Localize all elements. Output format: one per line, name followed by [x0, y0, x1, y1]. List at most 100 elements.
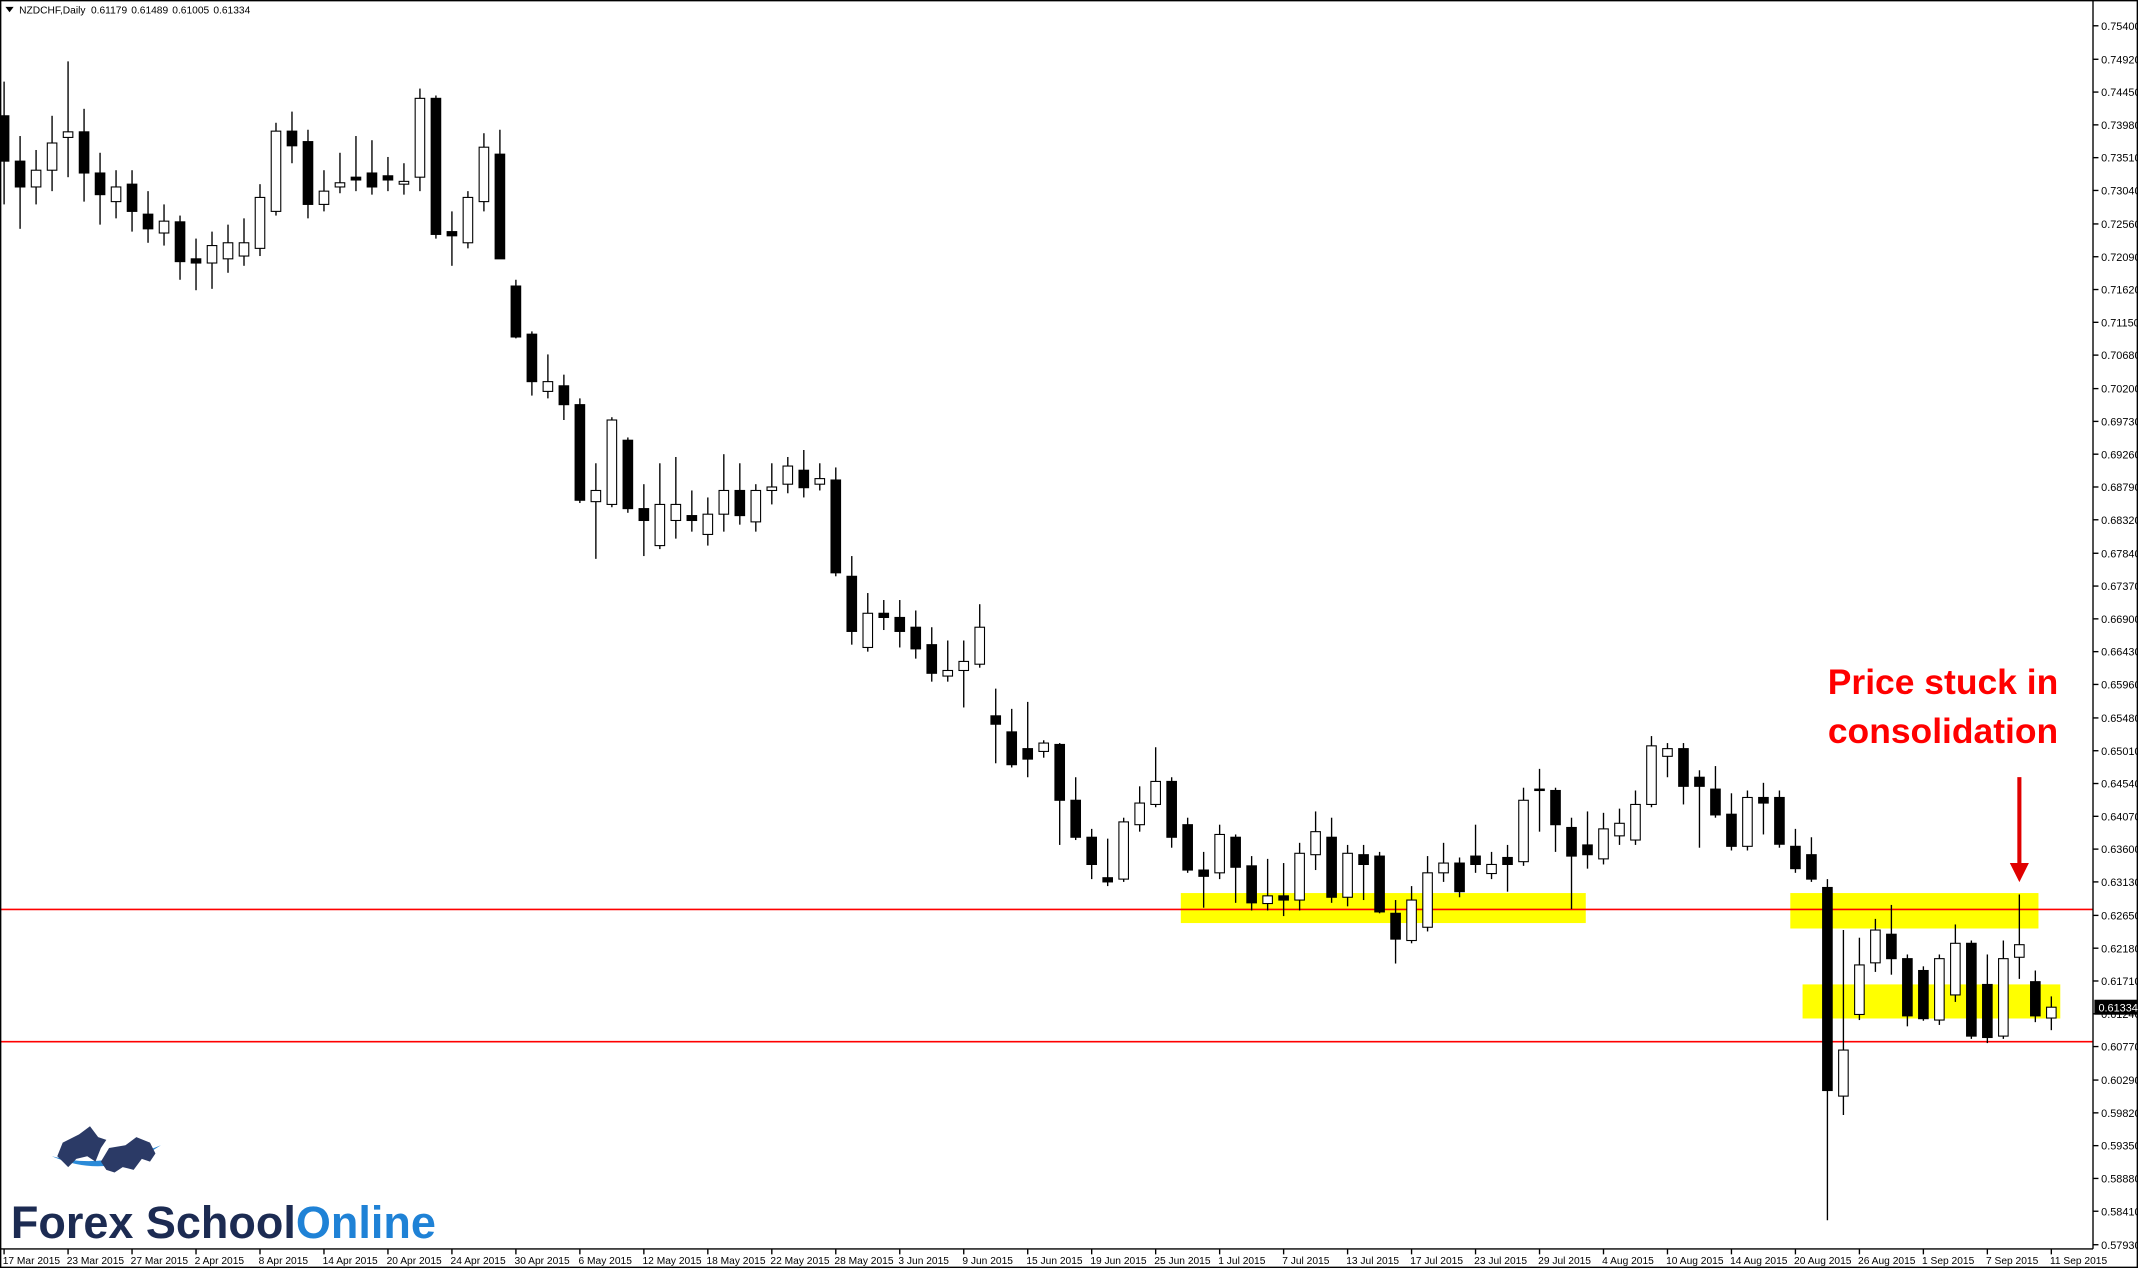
- candle-body: [1150, 780, 1161, 806]
- candle-body: [1310, 831, 1321, 856]
- candle-body: [174, 221, 186, 263]
- y-tick-label: 0.69260: [2101, 449, 2138, 461]
- candle-body: [462, 196, 474, 244]
- x-tick-label: 14 Apr 2015: [323, 1256, 378, 1267]
- candle-body: [638, 508, 650, 522]
- candle-body: [510, 285, 522, 338]
- candle-body: [606, 419, 618, 505]
- candle-body: [1502, 856, 1513, 866]
- candle-body: [1358, 854, 1369, 866]
- candle-body: [254, 196, 266, 249]
- y-tick-label: 0.65010: [2101, 746, 2138, 758]
- candles: [0, 61, 2057, 1221]
- candle-body: [558, 385, 570, 406]
- candle-body: [46, 142, 58, 171]
- candle-body: [1918, 969, 1929, 1020]
- candle-body: [1966, 942, 1977, 1037]
- candle-body: [750, 489, 762, 523]
- x-tick-label: 7 Jul 2015: [1282, 1256, 1329, 1267]
- x-tick-label: 26 Aug 2015: [1858, 1256, 1916, 1267]
- candle-body: [494, 153, 506, 260]
- candle-body: [1694, 776, 1705, 787]
- candle-body: [1326, 836, 1337, 898]
- candle-body: [430, 97, 442, 235]
- candle-body: [782, 465, 794, 485]
- candle-body: [654, 503, 666, 547]
- candle-body: [1006, 731, 1018, 766]
- y-tick-label: 0.68320: [2101, 515, 2138, 527]
- y-tick-label: 0.74450: [2101, 87, 2138, 99]
- y-tick-label: 0.69730: [2101, 416, 2138, 428]
- x-tick-label: 24 Apr 2015: [451, 1256, 506, 1267]
- candle-body: [1598, 828, 1609, 860]
- candle-body: [334, 182, 346, 188]
- candle-body: [478, 146, 490, 203]
- candle-body: [1822, 886, 1833, 1092]
- y-tick-label: 0.58410: [2101, 1206, 2138, 1218]
- candle-body: [1086, 836, 1098, 866]
- x-tick-label: 17 Mar 2015: [3, 1256, 61, 1267]
- x-tick-label: 27 Mar 2015: [131, 1256, 189, 1267]
- candle-body: [1950, 942, 1961, 996]
- candle-body: [878, 612, 890, 619]
- logo-part: Forex School: [11, 1197, 296, 1248]
- candle-body: [110, 186, 122, 203]
- x-tick-label: 18 May 2015: [706, 1256, 765, 1267]
- y-tick-label: 0.63130: [2101, 877, 2138, 889]
- y-tick-label: 0.59820: [2101, 1108, 2138, 1120]
- candle-body: [1838, 1049, 1849, 1097]
- candle-body: [1454, 862, 1465, 893]
- candle-body: [62, 131, 74, 138]
- y-tick-label: 0.60290: [2101, 1075, 2138, 1087]
- highlight-zone: [1802, 984, 2061, 1019]
- close-value: 0.61334: [213, 6, 250, 17]
- candle-body: [1070, 799, 1082, 838]
- candle-body: [1038, 742, 1050, 752]
- logo-icon: [51, 1126, 161, 1173]
- candle-body: [862, 612, 874, 649]
- x-tick-label: 7 Sep 2015: [1986, 1256, 2039, 1267]
- candle-body: [830, 479, 842, 574]
- candle-body: [1374, 855, 1385, 913]
- candle-body: [2046, 1006, 2057, 1019]
- candle-body: [798, 469, 810, 489]
- candle-body: [766, 486, 778, 492]
- y-tick-label: 0.61240: [2101, 1009, 2138, 1021]
- candle-body: [382, 175, 394, 181]
- logo-swoosh: [51, 1145, 161, 1167]
- candle-body: [190, 258, 202, 264]
- candle-body: [1022, 748, 1034, 760]
- candle-body: [94, 172, 106, 196]
- x-tick-label: 6 May 2015: [579, 1256, 633, 1267]
- candle-body: [366, 172, 378, 188]
- candle-body: [1870, 929, 1881, 964]
- candle-body: [1198, 869, 1209, 877]
- candle-body: [686, 515, 698, 522]
- candle-body: [2030, 981, 2041, 1017]
- x-tick-label: 30 Apr 2015: [515, 1256, 570, 1267]
- candle-body: [670, 503, 682, 522]
- candle-body: [1390, 912, 1401, 940]
- candle-body: [1470, 855, 1481, 866]
- header: NZDCHF,Daily 0.61179 0.61489 0.61005 0.61334: [19, 6, 251, 17]
- y-tick-label: 0.60770: [2101, 1042, 2138, 1054]
- candle-body: [350, 176, 362, 181]
- x-tick-label: 15 Jun 2015: [1026, 1256, 1083, 1267]
- arrow-head: [2009, 863, 2029, 883]
- x-tick-label: 20 Aug 2015: [1794, 1256, 1852, 1267]
- y-tick-label: 0.70200: [2101, 384, 2138, 396]
- x-tick-label: 14 Aug 2015: [1730, 1256, 1788, 1267]
- x-tick-label: 29 Jul 2015: [1538, 1256, 1591, 1267]
- y-tick-label: 0.62650: [2101, 910, 2138, 922]
- y-tick-label: 0.75400: [2101, 21, 2138, 33]
- candle-body: [1982, 983, 1993, 1039]
- y-tick-label: 0.72560: [2101, 219, 2138, 231]
- candle-body: [30, 169, 42, 188]
- symbol-title: NZDCHF,Daily: [19, 6, 86, 17]
- candle-body: [1630, 803, 1641, 841]
- candle-body: [526, 333, 538, 383]
- y-tick-label: 0.73510: [2101, 153, 2138, 165]
- annotation: Price stuck in: [1828, 662, 2058, 702]
- y-tick-label: 0.64070: [2101, 811, 2138, 823]
